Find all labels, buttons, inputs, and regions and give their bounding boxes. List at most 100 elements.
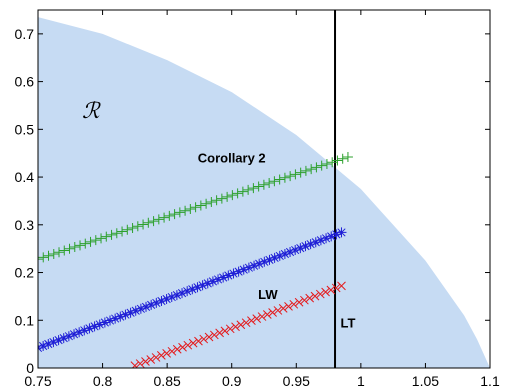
point-plus <box>132 221 143 232</box>
point-star <box>110 313 121 324</box>
point-star <box>151 297 162 308</box>
point-x <box>257 312 267 321</box>
point-star <box>146 299 157 310</box>
y-axis: 0 0.1 0.2 0.3 0.4 0.5 0.6 0.7 <box>15 26 490 376</box>
point-star <box>120 309 131 320</box>
point-star <box>326 231 337 242</box>
point-plus <box>290 169 301 180</box>
point-star <box>233 266 244 277</box>
point-plus <box>64 243 75 254</box>
point-x <box>151 353 161 362</box>
point-plus <box>264 177 275 188</box>
point-star <box>48 337 59 348</box>
point-plus <box>38 254 43 265</box>
annotation-label: Corollary 2 <box>198 151 266 166</box>
point-star <box>99 317 110 328</box>
point-star <box>290 245 301 256</box>
point-plus <box>342 152 353 163</box>
annotation-label: LT <box>340 315 355 330</box>
point-star <box>207 276 218 287</box>
y-tick-label: 0.1 <box>15 312 35 328</box>
point-plus <box>48 248 59 259</box>
point-plus <box>148 216 159 227</box>
point-plus <box>258 179 269 190</box>
point-plus <box>122 224 133 235</box>
point-x <box>225 324 235 334</box>
point-star <box>315 235 326 246</box>
point-plus <box>316 160 327 171</box>
point-x <box>130 361 140 368</box>
point-plus <box>248 183 259 194</box>
point-plus <box>80 238 91 249</box>
point-star <box>63 331 74 342</box>
point-x <box>162 348 171 358</box>
point-plus <box>327 157 338 168</box>
point-star <box>279 248 290 259</box>
point-x <box>236 320 246 330</box>
point-star <box>321 233 332 244</box>
point-plus <box>69 242 80 253</box>
point-star <box>79 325 90 336</box>
point-plus <box>195 200 206 211</box>
point-star <box>177 288 188 299</box>
point-plus <box>232 188 243 199</box>
point-x <box>199 334 209 344</box>
point-x <box>331 283 341 293</box>
point-x <box>146 355 156 364</box>
point-x <box>262 310 272 319</box>
point-star <box>171 290 182 301</box>
point-x <box>300 295 309 305</box>
point-star <box>300 241 311 252</box>
axes-box <box>37 9 491 369</box>
point-plus <box>237 186 248 197</box>
point-x <box>273 306 283 315</box>
point-star <box>213 274 224 285</box>
point-x <box>220 326 230 336</box>
point-star <box>243 262 254 273</box>
point-plus <box>75 240 86 251</box>
point-star <box>259 256 270 267</box>
point-star <box>336 227 347 238</box>
x-tick-label: 1 <box>357 373 365 389</box>
point-x <box>252 314 262 323</box>
annotation-label: LW <box>258 287 278 302</box>
point-x <box>294 297 304 307</box>
x-tick-label: 1.05 <box>412 373 439 389</box>
point-plus <box>201 198 212 209</box>
point-plus <box>321 158 332 169</box>
y-tick-label: 0.2 <box>15 265 35 281</box>
point-star <box>161 294 172 305</box>
x-tick-label: 0.85 <box>154 373 181 389</box>
point-plus <box>90 235 101 246</box>
point-star <box>269 252 280 263</box>
point-plus <box>180 205 191 216</box>
point-plus <box>185 203 196 214</box>
point-plus <box>306 164 317 175</box>
point-star <box>130 305 141 316</box>
point-plus <box>216 193 227 204</box>
point-plus <box>169 209 180 220</box>
point-x <box>194 336 203 346</box>
point-x <box>135 359 145 368</box>
point-plus <box>143 217 154 228</box>
point-plus <box>243 184 254 195</box>
point-plus <box>159 212 170 223</box>
point-plus <box>269 176 280 187</box>
point-plus <box>101 231 112 242</box>
point-x <box>305 293 315 303</box>
point-star <box>156 295 167 306</box>
point-plus <box>38 252 49 263</box>
x-tick-label: 0.75 <box>24 373 51 389</box>
point-star <box>192 282 203 293</box>
point-x <box>172 344 182 354</box>
point-plus <box>54 247 65 258</box>
point-star <box>238 264 249 275</box>
region-label: ℛ <box>82 99 101 124</box>
point-plus <box>190 202 201 213</box>
point-x <box>183 340 193 350</box>
point-plus <box>274 174 285 185</box>
point-x <box>247 316 256 325</box>
point-star <box>89 321 100 332</box>
point-star <box>228 268 239 279</box>
point-star <box>295 243 306 254</box>
